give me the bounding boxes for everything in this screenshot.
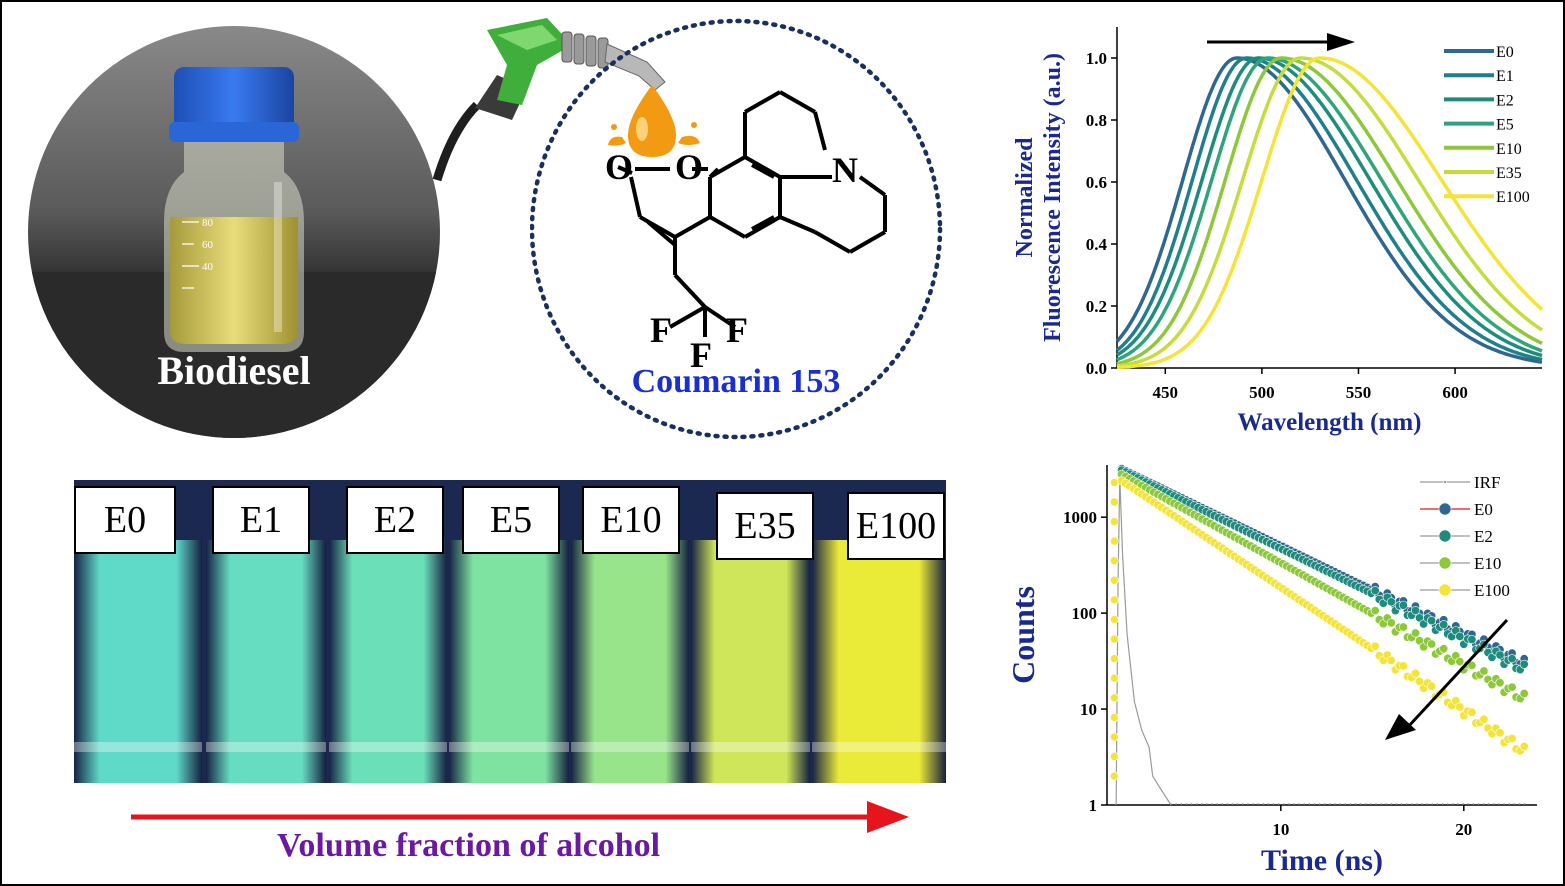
spectrum-line-e100 <box>1116 56 1544 370</box>
ytick-label: 0.6 <box>1086 173 1107 192</box>
dotted-circle <box>530 18 943 440</box>
ytick-label: 0.0 <box>1086 359 1107 378</box>
legend-marker-e0 <box>1438 502 1452 516</box>
vial-e10 <box>571 540 689 783</box>
decay-points-e10 <box>1110 469 1529 781</box>
spectrum-line-e1 <box>1115 56 1543 362</box>
irf-points <box>1170 803 1526 805</box>
spectrum-line-e35 <box>1116 56 1543 368</box>
spectrum-line-e10 <box>1116 56 1543 366</box>
vial-label-e2: E2 <box>346 486 444 554</box>
xtick-label: 10 <box>1272 820 1289 839</box>
vial-e100 <box>812 540 946 783</box>
oil-drop-icon <box>608 85 700 157</box>
ytick-label: 1.0 <box>1086 49 1107 68</box>
legend-marker-e2 <box>1438 529 1452 543</box>
legend-label-e100: E100 <box>1496 189 1530 206</box>
irf-trace <box>1115 477 1172 806</box>
ytick-label: 1000 <box>1063 508 1097 527</box>
atom-f-left: F <box>650 310 672 350</box>
cylinder-mark-60: 60 <box>202 239 214 251</box>
alcohol-fraction-label: Volume fraction of alcohol <box>277 827 661 864</box>
decay-points-e2 <box>1110 465 1529 781</box>
vial-e1 <box>206 540 326 783</box>
vial-label-e5: E5 <box>462 486 560 554</box>
legend-label-irf: IRF <box>1474 473 1500 492</box>
y-axis-label: Counts <box>1005 586 1041 684</box>
ytick-label: 1 <box>1089 796 1098 815</box>
emission-spectra-chart: 0.0 0.2 0.4 0.6 0.8 1.0 450 500 550 600 Wavelength… <box>1012 27 1544 436</box>
vial-label-e10: E10 <box>582 486 680 554</box>
x-axis-label: Time (ns) <box>1261 844 1383 877</box>
spectrum-line-e0 <box>1115 56 1543 364</box>
biodiesel-label: Biodiesel <box>157 348 310 393</box>
legend-label-e2: E2 <box>1474 527 1493 546</box>
ytick-label: 10 <box>1080 700 1097 719</box>
legend-label-e5: E5 <box>1496 117 1514 134</box>
spectrum-line-e2 <box>1116 56 1543 358</box>
ytick-label: 0.2 <box>1086 297 1107 316</box>
spectrum-line-e5 <box>1116 56 1543 362</box>
atom-carbonyl-o: O <box>605 147 633 187</box>
x-axis-label: Wavelength (nm) <box>1237 409 1421 436</box>
y-axis-label: NormalizedFluorescence Intensity (a.u.) <box>1012 53 1066 342</box>
legend-label-e2: E2 <box>1496 92 1514 109</box>
cylinder-mark-40: 40 <box>202 261 214 273</box>
xtick-label: 500 <box>1249 383 1275 402</box>
vial-label-e35: E35 <box>716 492 814 560</box>
vial-label-e1: E1 <box>212 486 310 554</box>
vial-label-e0: E0 <box>74 486 176 554</box>
vial-e0 <box>74 540 202 783</box>
legend-label-e0: E0 <box>1474 500 1493 519</box>
atom-ring-o: O <box>675 147 703 187</box>
decay-arrow-icon <box>1405 618 1509 730</box>
coumarin-153-structure: O O N F F F Coumarin 153 <box>530 18 943 440</box>
legend-label-e100: E100 <box>1474 581 1510 600</box>
vial-e5 <box>449 540 569 783</box>
molecule-name: Coumarin 153 <box>632 363 841 400</box>
ytick-label: 0.8 <box>1086 111 1107 130</box>
legend-marker-irf <box>1443 480 1447 484</box>
atom-f-bottom: F <box>690 335 712 375</box>
alcohol-fraction-arrow-icon <box>131 801 909 833</box>
ytick-label: 100 <box>1072 604 1098 623</box>
legend-label-e10: E10 <box>1496 141 1522 158</box>
cylinder-mark-80: 80 <box>202 217 214 229</box>
xtick-label: 550 <box>1346 383 1372 402</box>
legend-label-e1: E1 <box>1496 68 1514 85</box>
fluorescence-decay-chart: 1 10 100 1000 10 20 Time (ns) Counts IRF E0 E2 E10 E… <box>1005 464 1537 877</box>
legend-label-e10: E10 <box>1474 554 1501 573</box>
ytick-label: 0.4 <box>1086 235 1108 254</box>
legend-marker-e10 <box>1438 556 1452 570</box>
bottle-cap <box>174 67 294 135</box>
legend-label-e35: E35 <box>1496 165 1522 182</box>
legend-marker-e100 <box>1438 583 1452 597</box>
legend-label-e0: E0 <box>1496 44 1514 61</box>
vial-e35 <box>691 540 810 783</box>
vial-label-e100: E100 <box>847 492 945 560</box>
decay-points-e100 <box>1110 476 1529 781</box>
xtick-label: 450 <box>1153 383 1179 402</box>
vials-photo: E0 E1 E2 E5 E10 E35 E100 <box>74 480 946 783</box>
xtick-label: 20 <box>1455 820 1472 839</box>
atom-f-right: F <box>726 310 748 350</box>
biodiesel-photo: 80 60 40 Biodiesel <box>28 26 440 438</box>
xtick-label: 600 <box>1442 383 1468 402</box>
atom-n: N <box>832 150 858 190</box>
vial-e2 <box>329 540 447 783</box>
